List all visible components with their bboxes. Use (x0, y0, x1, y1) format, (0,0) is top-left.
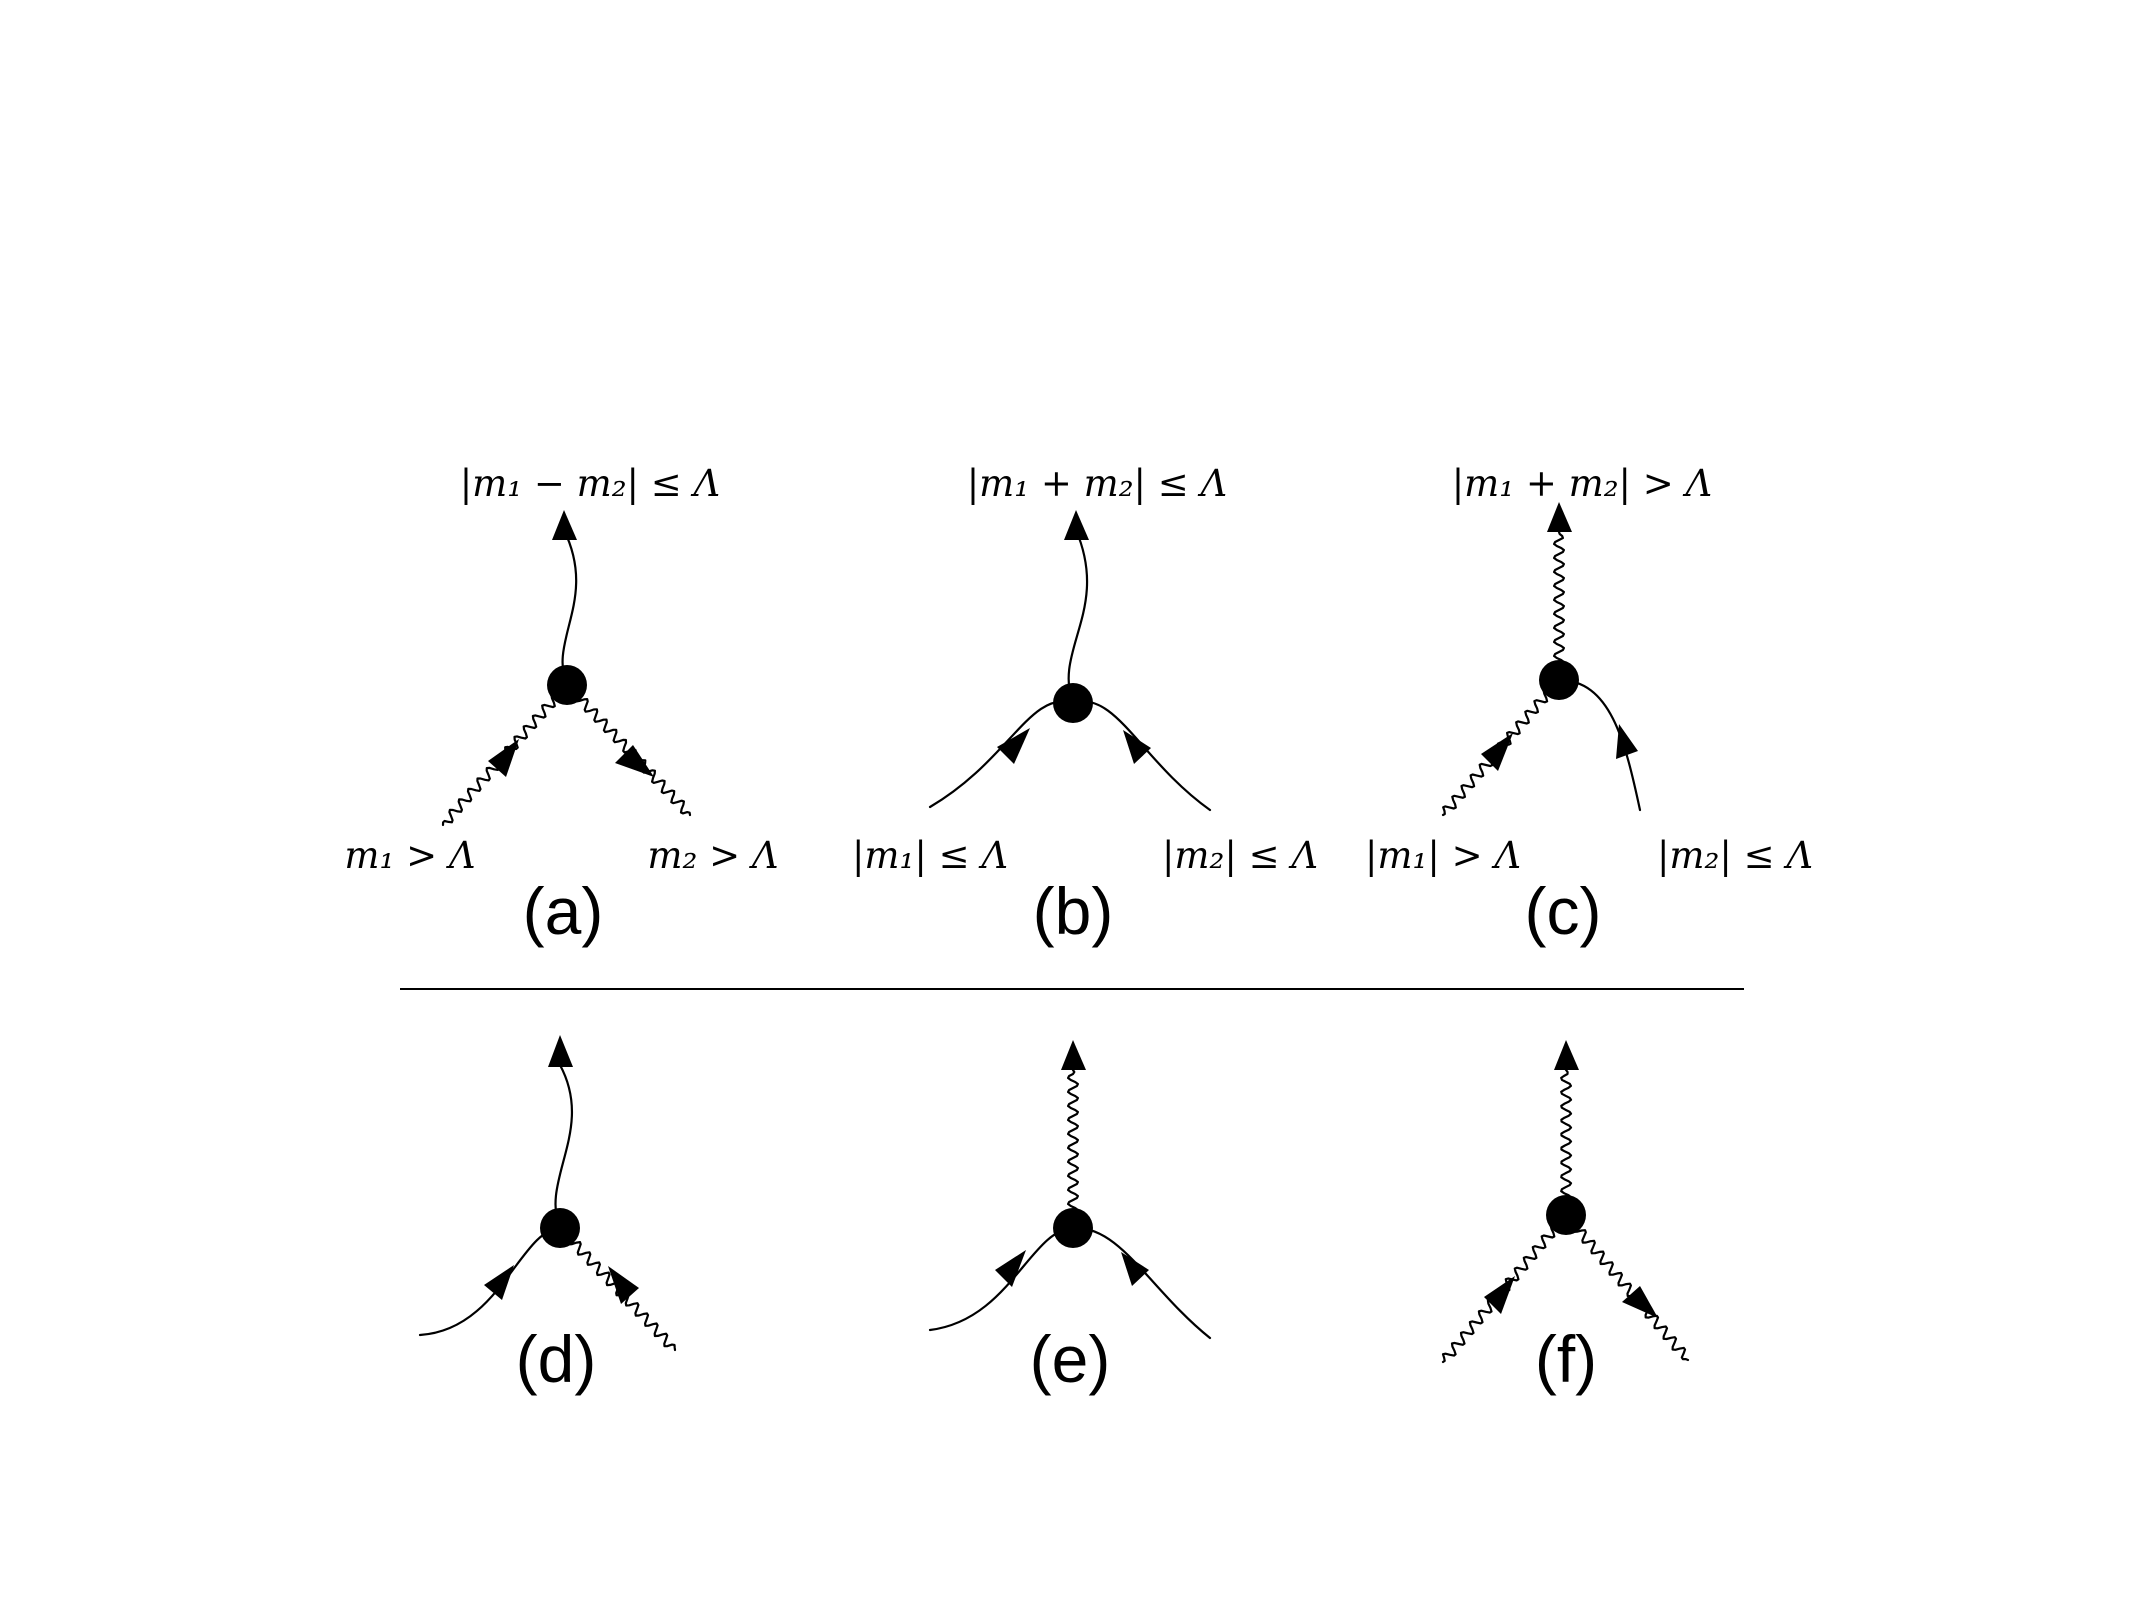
panel-c-left-arrow-icon (1481, 733, 1513, 771)
panel-b-left-arrow-icon (997, 728, 1030, 764)
panel-b-top-line (1067, 528, 1089, 705)
panel-d-vertex (540, 1208, 580, 1248)
panel-a-left-arrow-icon (488, 739, 519, 777)
panel-f-left-arrow-icon (1484, 1276, 1515, 1314)
panel-e-vertex (1053, 1208, 1093, 1248)
panel-f-label: (f) (1535, 1322, 1597, 1396)
panel-f-right-line (1564, 1213, 1690, 1362)
panel-a-top-line (561, 528, 578, 687)
panel-e-right-arrow-icon (1121, 1252, 1149, 1286)
panel-f-vertex (1546, 1195, 1586, 1235)
panel-a: |m₁ − m₂| ≤ Λ m₁ > Λ m₂ > Λ (a) (344, 462, 778, 948)
panel-f-top-arrow-icon (1554, 1040, 1579, 1070)
panel-c-vertex (1539, 660, 1579, 700)
panel-e-left-line (928, 1226, 1075, 1332)
panel-c-top-arrow-icon (1547, 502, 1572, 532)
panel-e-top-line (1067, 1068, 1079, 1230)
panel-f-top-line (1560, 1068, 1573, 1217)
panel-a-top-condition: |m₁ − m₂| ≤ Λ (460, 462, 721, 505)
panel-d-top-arrow-icon (548, 1035, 573, 1067)
panel-b-vertex (1053, 683, 1093, 723)
panel-e: (e) (928, 1040, 1212, 1396)
panel-c-left-condition: |m₁| > Λ (1365, 834, 1521, 877)
panel-d-top-line (554, 1063, 574, 1230)
panel-c-right-arrow-icon (1616, 724, 1638, 759)
panel-c-top-condition: |m₁ + m₂| > Λ (1452, 462, 1713, 505)
panel-c-right-condition: |m₂| ≤ Λ (1657, 834, 1813, 877)
panel-e-left-arrow-icon (995, 1250, 1026, 1287)
panel-e-label: (e) (1030, 1322, 1111, 1396)
panel-c: |m₁ + m₂| > Λ |m₁| > Λ |m₂| ≤ Λ (c) (1365, 462, 1813, 948)
panel-d-label: (d) (516, 1322, 597, 1396)
panel-c-label: (c) (1525, 874, 1602, 948)
panel-f-right-arrow-icon (1622, 1286, 1658, 1318)
panel-a-left-condition: m₁ > Λ (344, 834, 475, 877)
panel-d-right-arrow-icon (608, 1266, 639, 1304)
panel-b-top-condition: |m₁ + m₂| ≤ Λ (967, 462, 1228, 505)
panel-b-left-line (928, 700, 1075, 809)
panel-d: (d) (418, 1035, 677, 1396)
panel-e-top-arrow-icon (1061, 1040, 1086, 1070)
panel-a-vertex (547, 665, 587, 705)
panel-b-right-arrow-icon (1123, 730, 1151, 764)
panel-a-right-condition: m₂ > Λ (647, 834, 778, 877)
panel-d-left-arrow-icon (484, 1265, 514, 1300)
panel-c-top-line (1553, 530, 1565, 682)
panel-b-top-arrow-icon (1064, 510, 1089, 540)
panel-b-label: (b) (1033, 874, 1114, 948)
panel-a-label: (a) (523, 874, 604, 948)
panel-f: (f) (1441, 1040, 1690, 1396)
panel-a-right-arrow-icon (615, 745, 654, 777)
panel-a-top-arrow-icon (552, 510, 577, 540)
panel-b-right-condition: |m₂| ≤ Λ (1162, 834, 1318, 877)
panel-b-left-condition: |m₁| ≤ Λ (852, 834, 1008, 877)
panel-b: |m₁ + m₂| ≤ Λ |m₁| ≤ Λ |m₂| ≤ Λ (b) (852, 462, 1318, 948)
